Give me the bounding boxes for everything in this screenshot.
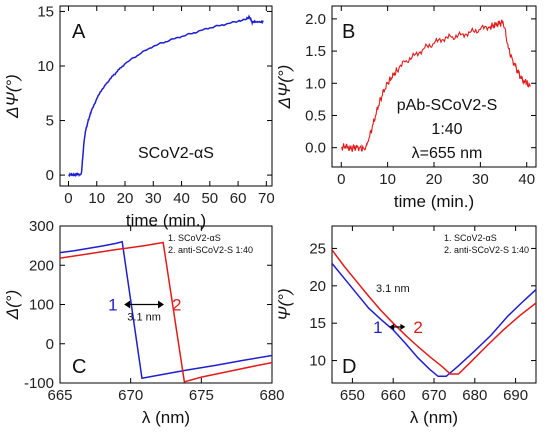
y-tick-label: 5 [46, 113, 54, 130]
y-tick-label: 0 [46, 167, 54, 184]
annotation-line: λ=655 nm [412, 145, 483, 162]
y-tick-label: 10 [37, 58, 54, 75]
series-line-2 [332, 249, 536, 375]
y-tick-label: 0 [46, 336, 54, 353]
x-tick-label: 665 [47, 387, 72, 404]
annotation-line: pAb-SCoV2-S [397, 97, 498, 114]
curve-label-2: 2 [172, 296, 181, 315]
plot-frame [59, 5, 273, 187]
x-tick-label: 40 [173, 190, 190, 207]
y-tick-label: 300 [29, 218, 54, 235]
curve-label-2: 2 [413, 318, 422, 337]
x-axis-title: λ (nm) [142, 408, 190, 427]
x-tick-label: 680 [462, 387, 487, 404]
y-tick-label: -100 [24, 375, 54, 392]
y-axis-title: Δ(°) [3, 290, 22, 321]
y-tick-label: 10 [309, 353, 326, 370]
x-tick-label: 0 [337, 171, 345, 188]
y-tick-label: 100 [29, 297, 54, 314]
panel-letter: A [72, 21, 86, 43]
legend-entry: 2. anti-SCoV2-S 1:40 [444, 245, 529, 255]
x-tick-label: 50 [201, 190, 218, 207]
x-tick-label: 670 [421, 387, 446, 404]
panel-letter: B [342, 21, 355, 43]
y-tick-label: 15 [309, 315, 326, 332]
x-axis-title: time (min.) [126, 211, 206, 230]
x-tick-label: 680 [259, 387, 284, 404]
x-tick-label: 10 [379, 171, 396, 188]
y-axis-title: Ψ(°) [275, 288, 294, 320]
x-tick-label: 10 [88, 190, 105, 207]
annotation-line: 1:40 [431, 121, 462, 138]
y-tick-label: 0.5 [305, 107, 326, 124]
x-axis-title: time (min.) [394, 192, 474, 211]
x-tick-label: 40 [518, 171, 535, 188]
legend-entry: 1. SCoV2-αS [168, 233, 221, 243]
x-tick-label: 30 [145, 190, 162, 207]
y-tick-label: 200 [29, 257, 54, 274]
annotation-text: 3.1 nm [376, 283, 410, 295]
arrow-head-right [158, 300, 164, 309]
y-tick-label: 0.0 [305, 140, 326, 157]
series-line-2 [60, 241, 272, 383]
panel-A: 0 10 20 30 40 50 60 70 0 5 10 15 time (min.) ΔΨ(°) A SC… [3, 3, 275, 230]
x-tick-label: 70 [258, 190, 275, 207]
legend-entry: 1. SCoV2-αS [444, 233, 497, 243]
panel-B: 0 10 20 30 40 0.0 0.5 1.0 1.5 2.0 time (min.) ΔΨ(°)… [275, 5, 537, 211]
x-tick-label: 660 [381, 387, 406, 404]
panel-letter: C [72, 356, 86, 378]
x-tick-label: 20 [117, 190, 134, 207]
x-tick-label: 60 [230, 190, 247, 207]
x-tick-label: 0 [64, 190, 72, 207]
y-tick-label: 1.5 [305, 43, 326, 60]
series-line-s0 [341, 19, 531, 152]
series-line-s0 [68, 14, 264, 178]
panel-D: 650 660 670 680 690 10 15 20 25 λ (nm) Ψ(°) D 1. SCo… [275, 225, 537, 427]
annotation-text: SCoV2-αS [138, 145, 214, 162]
series-line-1 [60, 240, 272, 380]
x-tick-label: 30 [472, 171, 489, 188]
arrow-head-left [389, 323, 395, 330]
legend-entry: 2. anti-SCoV2-S 1:40 [168, 245, 253, 255]
x-tick-label: 690 [503, 387, 528, 404]
curve-label-1: 1 [108, 296, 117, 315]
panel-C: 665 670 675 680 -100 0 100 200 300 λ (nm) Δ(°) C 1. … [3, 218, 285, 427]
arrow-head-left [124, 300, 131, 309]
y-tick-label: 2.0 [305, 11, 326, 28]
x-tick-label: 20 [426, 171, 443, 188]
x-tick-label: 675 [189, 387, 214, 404]
y-tick-label: 25 [309, 240, 326, 257]
panel-letter: D [342, 356, 356, 378]
y-tick-label: 20 [309, 278, 326, 295]
y-axis-title: ΔΨ(°) [275, 65, 294, 110]
x-tick-label: 650 [340, 387, 365, 404]
y-axis-title: ΔΨ(°) [3, 74, 22, 119]
series-line-1 [332, 262, 536, 378]
y-tick-label: 15 [37, 3, 54, 20]
curve-label-1: 1 [373, 318, 382, 337]
arrow-head-right [400, 323, 406, 330]
x-tick-label: 670 [118, 387, 143, 404]
x-axis-title: λ (nm) [410, 408, 458, 427]
y-tick-label: 1.0 [305, 75, 326, 92]
annotation-text: 3.1 nm [127, 312, 161, 324]
